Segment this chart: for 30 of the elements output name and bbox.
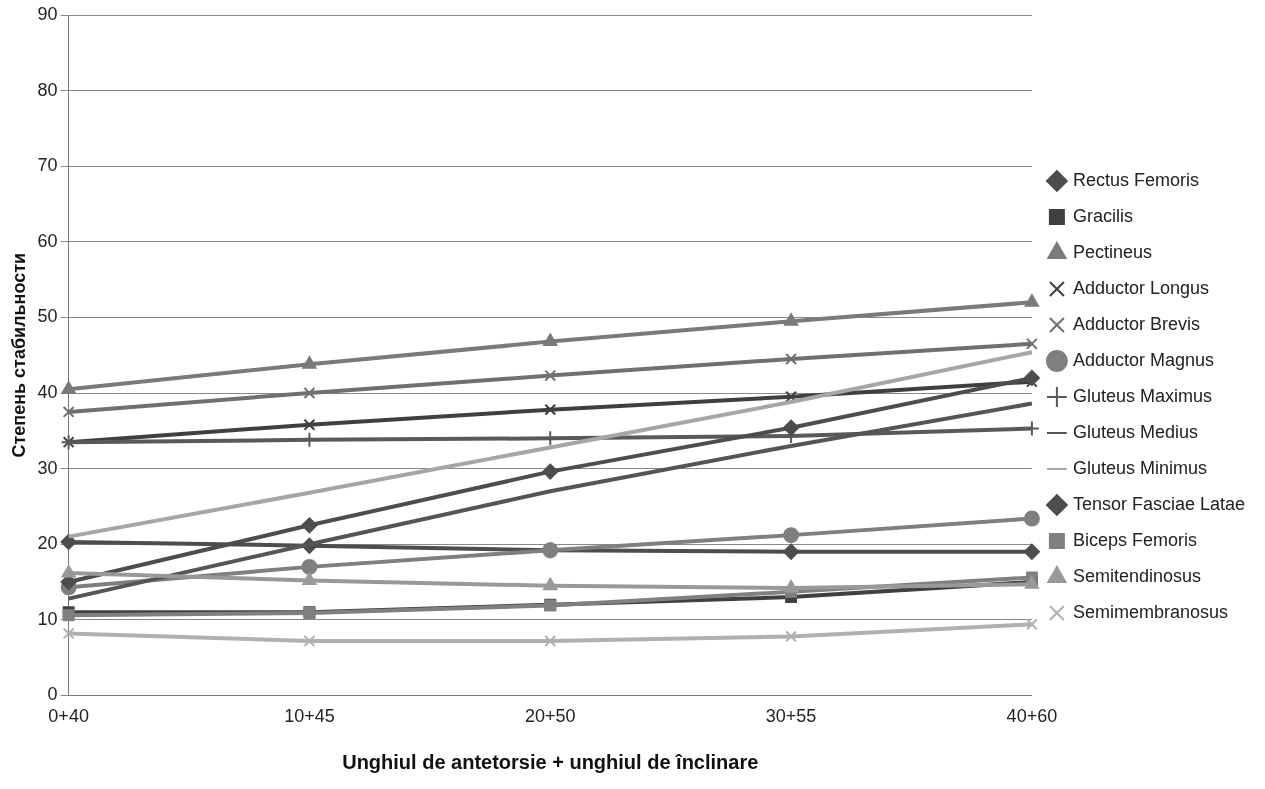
legend-label: Gluteus Medius bbox=[1072, 421, 1198, 442]
legend-label: Semitendinosus bbox=[1072, 565, 1201, 586]
y-tick-label: 90 bbox=[37, 3, 58, 24]
legend-label: Rectus Femoris bbox=[1072, 169, 1199, 190]
y-tick-label: 20 bbox=[37, 533, 58, 554]
y-tick-label: 60 bbox=[37, 230, 58, 251]
y-tick-label: 80 bbox=[37, 79, 58, 100]
y-tick-label: 10 bbox=[37, 608, 58, 629]
y-axis-title: Степень стабильности bbox=[8, 252, 29, 458]
legend-label: Gluteus Maximus bbox=[1072, 385, 1212, 406]
legend-label: Tensor Fasciae Latae bbox=[1072, 493, 1246, 514]
x-tick-label: 10+45 bbox=[284, 706, 335, 727]
y-tick-label: 50 bbox=[37, 306, 58, 327]
y-tick-label: 40 bbox=[37, 381, 58, 402]
legend-label: Gracilis bbox=[1072, 205, 1133, 226]
y-tick-label: 30 bbox=[37, 457, 58, 478]
x-tick-label: 40+60 bbox=[1006, 706, 1058, 727]
x-axis-title: Unghiul de antetorsie + unghiul de înclinare bbox=[342, 750, 759, 773]
legend-label: Semimembranosus bbox=[1072, 601, 1228, 622]
x-tick-label: 0+40 bbox=[48, 706, 89, 727]
legend-label: Pectineus bbox=[1072, 241, 1152, 262]
legend-label: Adductor Brevis bbox=[1072, 313, 1200, 334]
x-tick-label: 30+55 bbox=[765, 706, 817, 727]
legend-label: Gluteus Minimus bbox=[1072, 457, 1207, 478]
legend-label: Adductor Longus bbox=[1072, 277, 1210, 298]
y-tick-label: 0 bbox=[47, 684, 58, 705]
legend-label: Adductor Magnus bbox=[1072, 349, 1214, 370]
legend-label: Biceps Femoris bbox=[1072, 529, 1197, 550]
x-tick-label: 20+50 bbox=[524, 706, 576, 727]
y-tick-label: 70 bbox=[37, 155, 58, 176]
